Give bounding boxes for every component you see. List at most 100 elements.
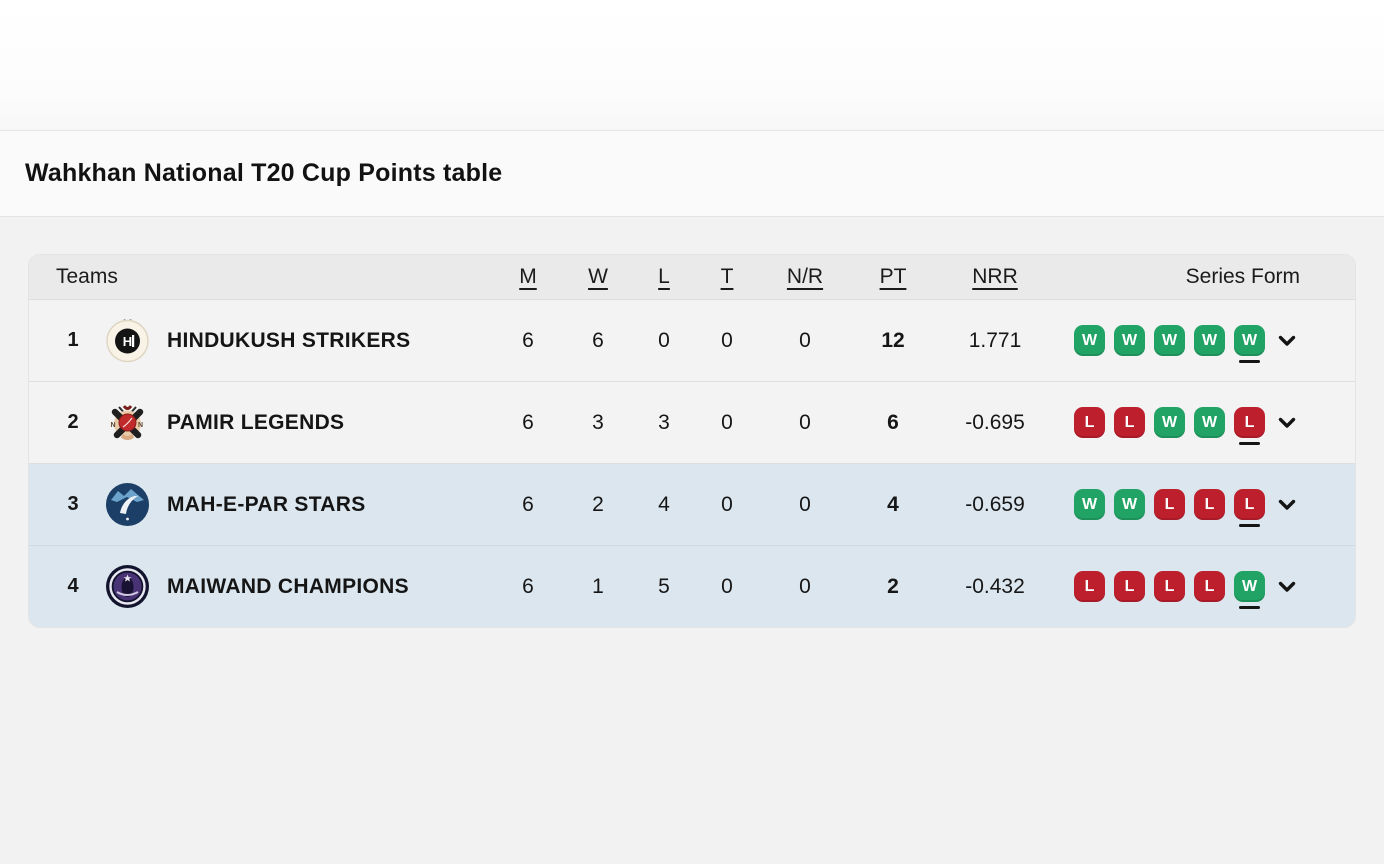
points-value: 6 [887, 410, 899, 434]
column-header-nrr[interactable]: NRR [939, 265, 1051, 289]
team-name: PAMIR LEGENDS [167, 410, 345, 434]
points-table-card: Teams M W L T N/R PT NRR Series Form 1 H… [28, 254, 1356, 628]
loss-badge: L [1074, 571, 1105, 602]
mah-e-par-stars-logo [105, 482, 150, 527]
column-header-no-results-label: N/R [786, 265, 824, 288]
win-badge: W [1114, 325, 1145, 356]
matches-value: 6 [522, 328, 534, 352]
svg-text:N: N [138, 422, 143, 429]
loss-badge: L [1234, 489, 1265, 527]
nrr-value: 1.771 [968, 328, 1022, 352]
wins-value: 1 [592, 574, 604, 598]
no-results-value: 0 [799, 492, 811, 516]
rank: 2 [67, 411, 79, 433]
column-header-points[interactable]: PT [847, 265, 939, 289]
column-header-nrr-label: NRR [972, 265, 1018, 288]
team-cell: 3 MAH-E-PAR STARS [29, 482, 497, 527]
no-results-value: 0 [799, 574, 811, 598]
team-name: HINDUKUSH STRIKERS [167, 328, 411, 352]
ties-value: 0 [721, 410, 733, 434]
column-header-points-label: PT [879, 265, 907, 288]
losses-value: 4 [658, 492, 670, 516]
losses-value: 3 [658, 410, 670, 434]
hindukush-strikers-logo: H [105, 318, 150, 363]
ties-value: 0 [721, 574, 733, 598]
column-header-ties[interactable]: T [691, 265, 763, 289]
table-row[interactable]: 4 MAIWAND CHAMPIONS 6 1 5 0 0 2 -0.432 L… [29, 545, 1355, 627]
chevron-down-icon[interactable] [1274, 328, 1300, 354]
column-header-no-results[interactable]: N/R [763, 265, 847, 289]
win-badge: W [1234, 325, 1265, 363]
chevron-down-icon[interactable] [1274, 574, 1300, 600]
table-row[interactable]: 2 N N PAMIR LEGENDS 6 3 3 0 0 6 -0.695 L… [29, 381, 1355, 463]
wins-value: 2 [592, 492, 604, 516]
column-header-series-form: Series Form [1185, 265, 1300, 288]
column-header-ties-label: T [720, 265, 734, 288]
column-header-wins[interactable]: W [559, 265, 637, 289]
matches-value: 6 [522, 492, 534, 516]
chevron-down-icon[interactable] [1274, 492, 1300, 518]
losses-value: 0 [658, 328, 670, 352]
win-badge: W [1074, 489, 1105, 520]
maiwand-champions-logo [105, 564, 150, 609]
column-header-teams: Teams [56, 265, 118, 288]
column-header-losses[interactable]: L [637, 265, 691, 289]
column-header-matches[interactable]: M [497, 265, 559, 289]
rank: 1 [67, 329, 79, 351]
rank: 3 [67, 493, 79, 515]
loss-badge: L [1194, 489, 1225, 520]
win-badge: W [1154, 407, 1185, 438]
table-body: 1 H HINDUKUSH STRIKERS 6 6 0 0 0 12 1.77… [29, 299, 1355, 627]
loss-badge: L [1194, 571, 1225, 602]
win-badge: W [1154, 325, 1185, 356]
wins-value: 3 [592, 410, 604, 434]
win-badge: W [1114, 489, 1145, 520]
points-value: 2 [887, 574, 899, 598]
title-bar: Wahkhan National T20 Cup Points table [0, 131, 1384, 217]
loss-badge: L [1154, 571, 1185, 602]
win-badge: W [1194, 407, 1225, 438]
win-badge: W [1074, 325, 1105, 356]
table-header-row: Teams M W L T N/R PT NRR Series Form [29, 255, 1355, 299]
nrr-value: -0.432 [965, 574, 1025, 598]
points-value: 4 [887, 492, 899, 516]
team-cell: 4 MAIWAND CHAMPIONS [29, 564, 497, 609]
rank: 4 [67, 575, 79, 597]
matches-value: 6 [522, 574, 534, 598]
no-results-value: 0 [799, 410, 811, 434]
wins-value: 6 [592, 328, 604, 352]
team-cell: 1 H HINDUKUSH STRIKERS [29, 318, 497, 363]
team-cell: 2 N N PAMIR LEGENDS [29, 400, 497, 445]
loss-badge: L [1114, 407, 1145, 438]
chevron-down-icon[interactable] [1274, 410, 1300, 436]
nrr-value: -0.659 [965, 492, 1025, 516]
win-badge: W [1194, 325, 1225, 356]
svg-text:H: H [123, 334, 132, 349]
loss-badge: L [1074, 407, 1105, 438]
column-header-matches-label: M [519, 265, 537, 288]
pamir-legends-logo: N N [105, 400, 150, 445]
loss-badge: L [1154, 489, 1185, 520]
column-header-losses-label: L [658, 265, 670, 288]
matches-value: 6 [522, 410, 534, 434]
ties-value: 0 [721, 328, 733, 352]
team-name: MAIWAND CHAMPIONS [167, 574, 409, 598]
loss-badge: L [1234, 407, 1265, 445]
column-header-wins-label: W [588, 265, 608, 288]
page-title: Wahkhan National T20 Cup Points table [25, 159, 503, 187]
team-name: MAH-E-PAR STARS [167, 492, 366, 516]
nrr-value: -0.695 [965, 410, 1025, 434]
no-results-value: 0 [799, 328, 811, 352]
points-value: 12 [881, 328, 905, 352]
table-row[interactable]: 1 H HINDUKUSH STRIKERS 6 6 0 0 0 12 1.77… [29, 299, 1355, 381]
page-top-whitespace [0, 0, 1384, 131]
svg-text:N: N [111, 422, 116, 429]
